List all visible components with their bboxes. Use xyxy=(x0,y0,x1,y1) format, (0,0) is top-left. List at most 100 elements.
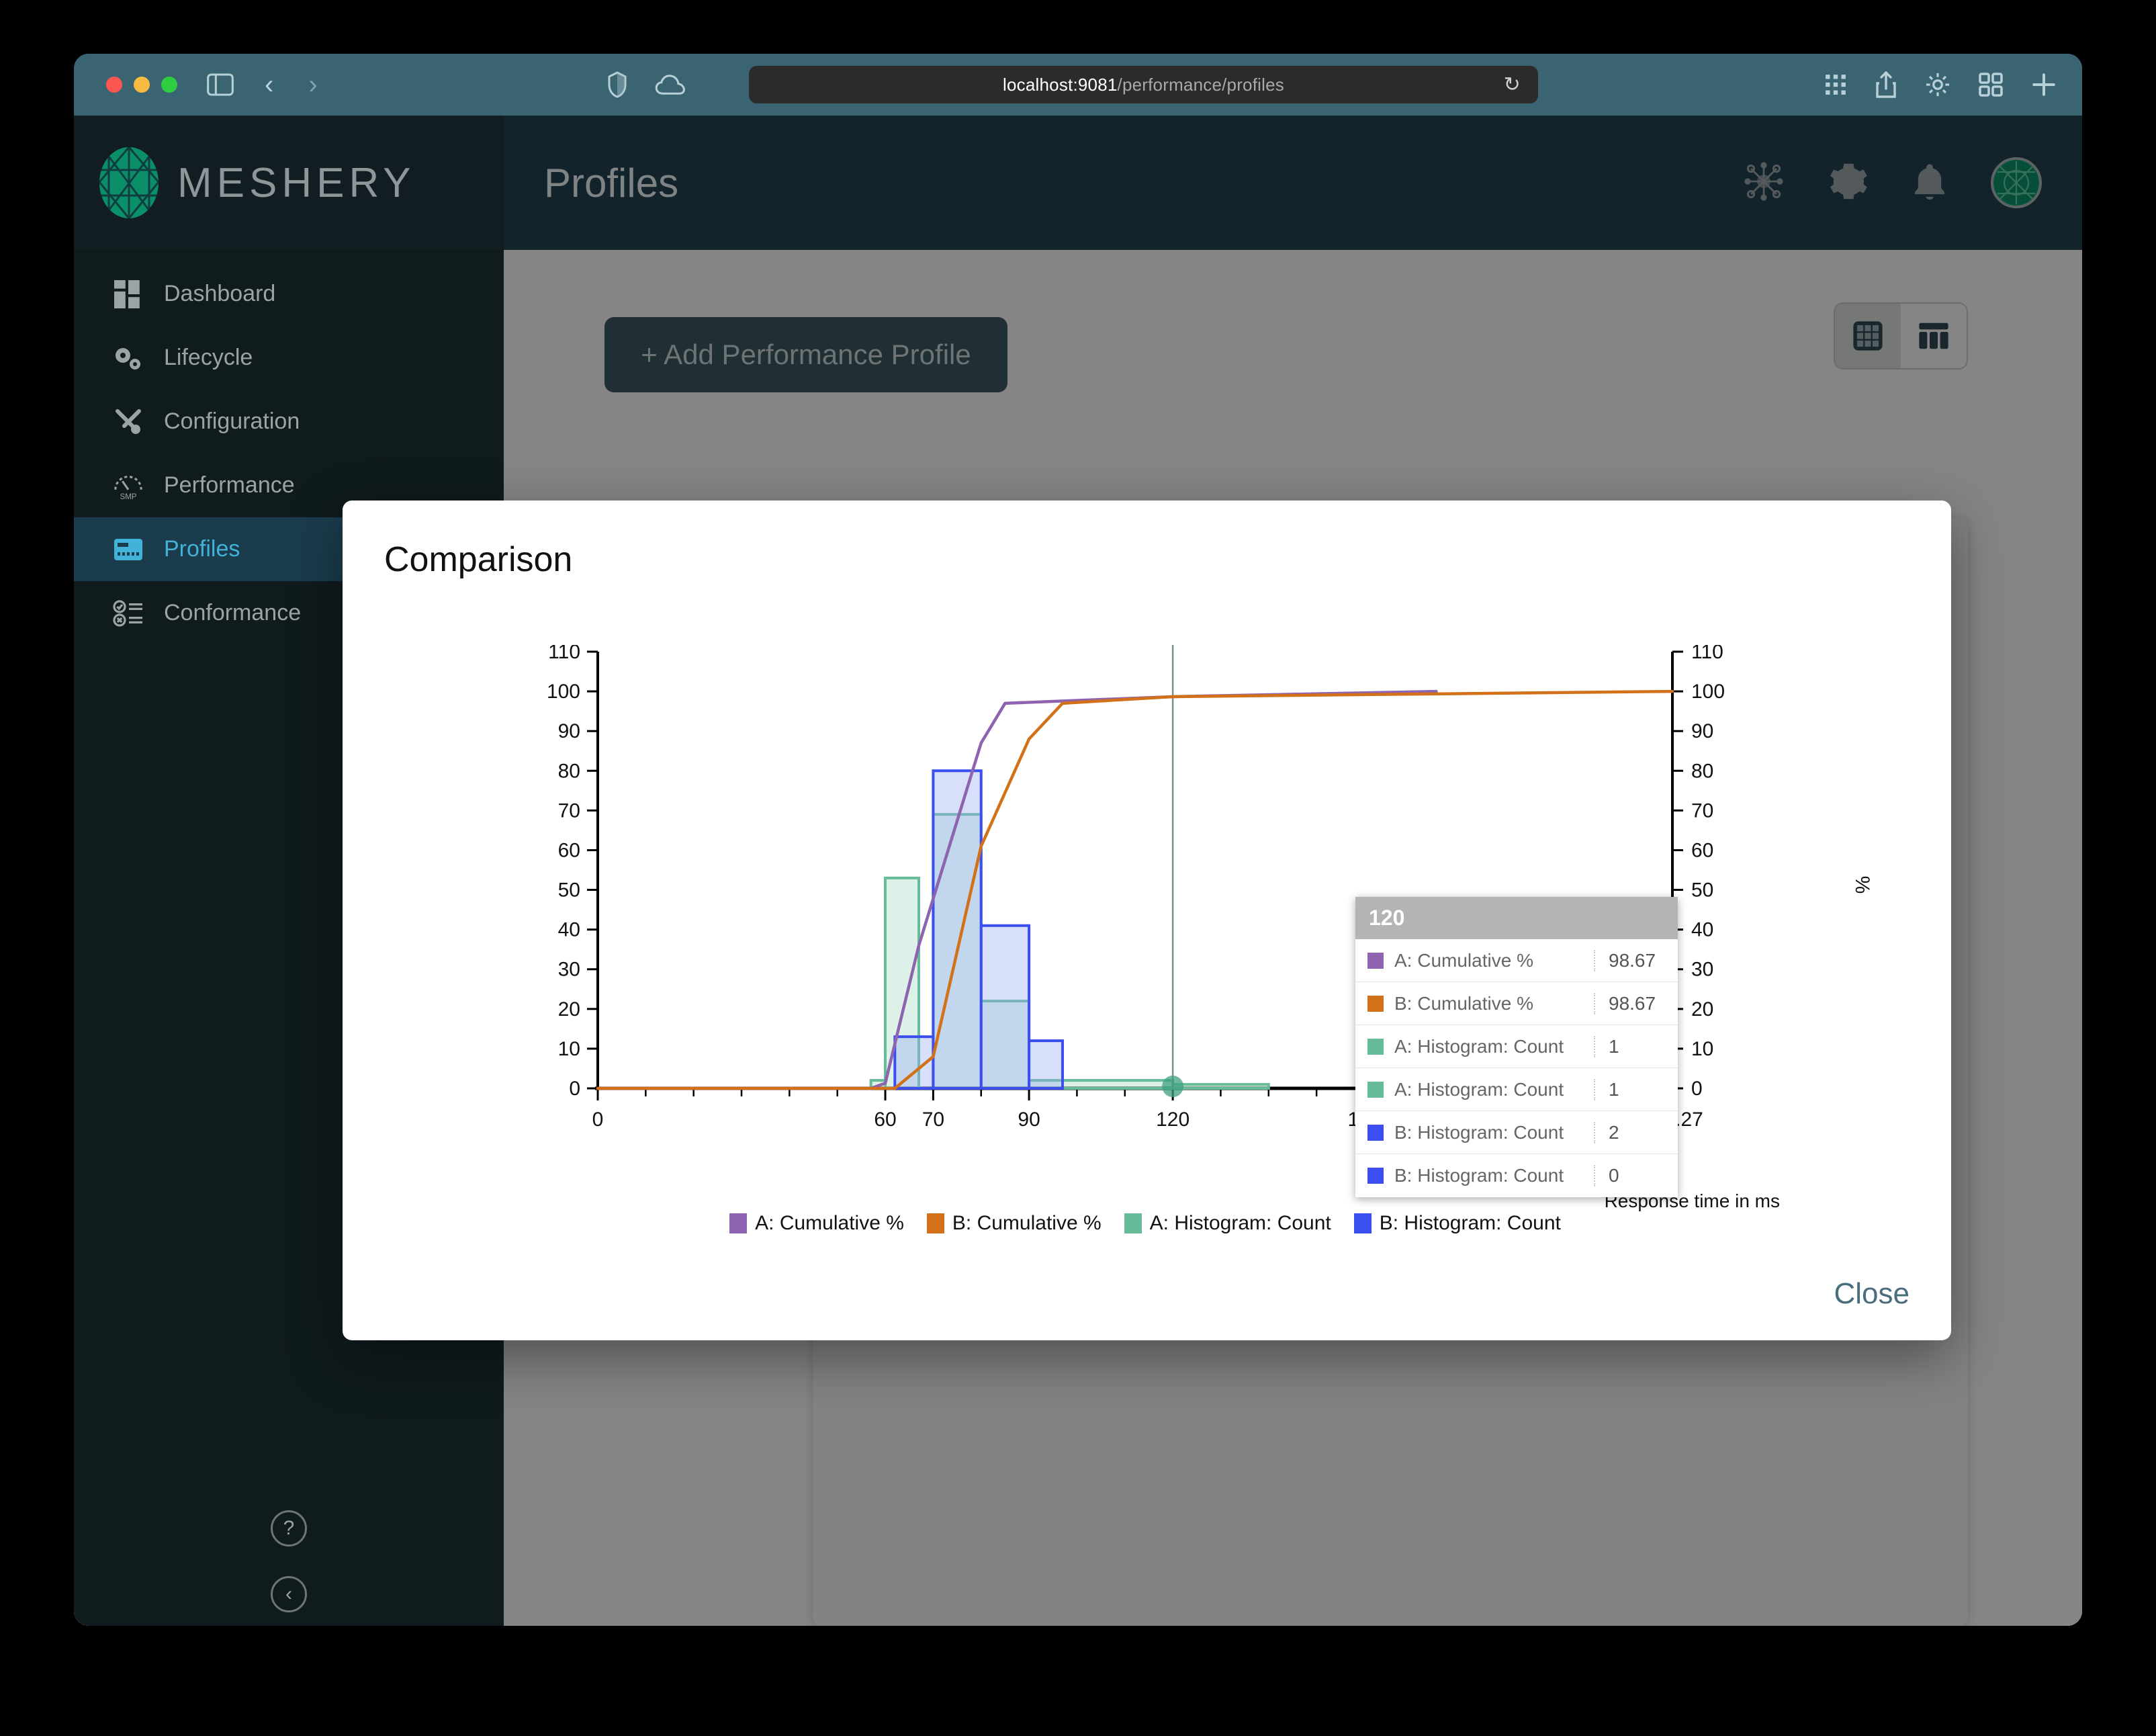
svg-text:60: 60 xyxy=(558,839,580,861)
svg-text:70: 70 xyxy=(1691,799,1713,822)
toolbar-right-icons xyxy=(1824,54,2057,116)
tooltip-label: A: Histogram: Count xyxy=(1394,1035,1564,1057)
svg-text:0: 0 xyxy=(1691,1078,1703,1100)
url-host: localhost:9081 xyxy=(1003,74,1118,95)
modal-title: Comparison xyxy=(384,540,573,579)
tooltip-swatch xyxy=(1367,1124,1384,1141)
sidebar-item-label: Conformance xyxy=(164,600,302,625)
svg-text:10: 10 xyxy=(558,1038,580,1060)
legend-label: A: Cumulative % xyxy=(755,1212,904,1234)
tooltip-value: 98.67 xyxy=(1594,992,1678,1014)
back-arrow-icon[interactable]: ‹ xyxy=(265,70,274,99)
svg-text:120: 120 xyxy=(1156,1109,1189,1131)
tooltip-value: 98.67 xyxy=(1594,949,1678,971)
add-performance-profile-button[interactable]: + Add Performance Profile xyxy=(604,317,1007,392)
help-icon[interactable]: ? xyxy=(271,1510,307,1547)
tooltip-row: B: Histogram: Count 0 xyxy=(1355,1154,1678,1197)
svg-text:90: 90 xyxy=(558,720,580,742)
svg-text:70: 70 xyxy=(558,799,580,822)
minimize-window-button[interactable] xyxy=(134,77,150,93)
svg-text:60: 60 xyxy=(1691,839,1713,861)
tab-overview-icon[interactable] xyxy=(1979,73,2003,97)
legend-item[interactable]: B: Histogram: Count xyxy=(1353,1212,1561,1235)
comparison-modal: Comparison 0 0 10 10 20 20 30 30 40 40 50 50 60 60 70 7… xyxy=(343,501,1951,1340)
tooltip-value: 1 xyxy=(1594,1035,1678,1057)
close-button[interactable]: Close xyxy=(1834,1277,1910,1310)
chart-tooltip: 120 A: Cumulative % 98.67 B: Cumulative … xyxy=(1355,897,1678,1197)
svg-text:20: 20 xyxy=(558,998,580,1021)
legend-swatch xyxy=(1124,1213,1142,1233)
avatar[interactable] xyxy=(1991,157,2042,208)
brand-wordmark: MESHERY xyxy=(177,159,416,206)
page-title: Profiles xyxy=(544,160,679,206)
share-icon[interactable] xyxy=(1875,71,1897,98)
shield-icon[interactable] xyxy=(607,71,628,98)
sidebar-item-label: Lifecycle xyxy=(164,345,253,370)
tooltip-label: B: Cumulative % xyxy=(1394,992,1533,1014)
window-controls[interactable] xyxy=(106,77,177,93)
gear-icon[interactable] xyxy=(1828,161,1869,205)
svg-text:0: 0 xyxy=(592,1109,604,1131)
sidebar-item-performance[interactable]: SMP Performance xyxy=(74,453,504,517)
tooltip-value: 1 xyxy=(1594,1078,1678,1100)
icloud-icon[interactable] xyxy=(655,73,686,96)
tooltip-value: 2 xyxy=(1594,1121,1678,1143)
gears-icon xyxy=(113,343,144,374)
comparison-chart: 0 0 10 10 20 20 30 30 40 40 50 50 60 60 70 70 80 80 90 90 10… xyxy=(497,641,1875,1234)
url-path: /performance/profiles xyxy=(1117,74,1284,95)
extensions-grid-icon[interactable] xyxy=(1824,73,1847,96)
sidebar-item-lifecycle[interactable]: Lifecycle xyxy=(74,326,504,390)
legend-item[interactable]: A: Cumulative % xyxy=(729,1212,904,1235)
settings-gear-icon[interactable] xyxy=(1925,72,1950,97)
reload-icon[interactable]: ↻ xyxy=(1503,73,1521,96)
grid-view-icon[interactable] xyxy=(1835,304,1901,368)
svg-text:30: 30 xyxy=(1691,959,1713,981)
brand-logo[interactable]: MESHERY xyxy=(74,116,504,250)
tooltip-swatch xyxy=(1367,995,1384,1012)
legend-swatch xyxy=(1353,1213,1372,1233)
legend-item[interactable]: A: Histogram: Count xyxy=(1124,1212,1331,1235)
maximize-window-button[interactable] xyxy=(161,77,177,93)
tooltip-header: 120 xyxy=(1355,897,1678,939)
sidebar-item-dashboard[interactable]: Dashboard xyxy=(74,262,504,326)
svg-text:110: 110 xyxy=(1691,645,1723,663)
sidebar-item-label: Profiles xyxy=(164,536,240,562)
legend-swatch xyxy=(926,1213,944,1233)
browser-toolbar: ‹ › localhost:9081/performance/profiles … xyxy=(74,54,2082,116)
view-mode-toggle[interactable] xyxy=(1834,302,1968,370)
svg-text:80: 80 xyxy=(1691,760,1713,782)
table-view-icon[interactable] xyxy=(1901,304,1967,368)
profile-card-icon xyxy=(113,534,144,565)
sidebar-item-configuration[interactable]: Configuration xyxy=(74,390,504,453)
legend-item[interactable]: B: Cumulative % xyxy=(926,1212,1102,1235)
svg-text:110: 110 xyxy=(548,645,580,663)
new-tab-icon[interactable] xyxy=(2031,72,2057,97)
tooltip-value: 0 xyxy=(1594,1165,1678,1186)
tooltip-label: B: Histogram: Count xyxy=(1394,1165,1564,1186)
wrench-icon xyxy=(113,406,144,437)
legend-label: B: Histogram: Count xyxy=(1379,1212,1561,1234)
tooltip-row: A: Histogram: Count 1 xyxy=(1355,1068,1678,1111)
tooltip-swatch xyxy=(1367,1081,1384,1098)
bell-icon[interactable] xyxy=(1912,161,1948,205)
legend-label: A: Histogram: Count xyxy=(1149,1212,1331,1234)
forward-arrow-icon[interactable]: › xyxy=(308,70,318,99)
close-window-button[interactable] xyxy=(106,77,122,93)
sidebar-toggle-icon[interactable] xyxy=(207,73,234,96)
svg-text:100: 100 xyxy=(547,681,580,703)
tooltip-row: A: Cumulative % 98.67 xyxy=(1355,939,1678,982)
mesh-network-icon[interactable] xyxy=(1742,160,1785,206)
sidebar-footer: ? ‹ xyxy=(74,1510,504,1612)
svg-text:60: 60 xyxy=(874,1109,896,1131)
svg-text:70: 70 xyxy=(922,1109,944,1131)
svg-text:40: 40 xyxy=(1691,919,1713,941)
tooltip-swatch xyxy=(1367,1038,1384,1055)
speedometer-smp-icon: SMP xyxy=(113,470,144,501)
collapse-sidebar-icon[interactable]: ‹ xyxy=(271,1576,307,1612)
svg-text:50: 50 xyxy=(558,879,580,902)
tooltip-label: A: Cumulative % xyxy=(1394,949,1533,971)
sidebar-item-conformance[interactable]: Conformance xyxy=(74,581,504,645)
app-header: Profiles xyxy=(504,116,2082,250)
address-bar[interactable]: localhost:9081/performance/profiles ↻ xyxy=(749,66,1538,103)
